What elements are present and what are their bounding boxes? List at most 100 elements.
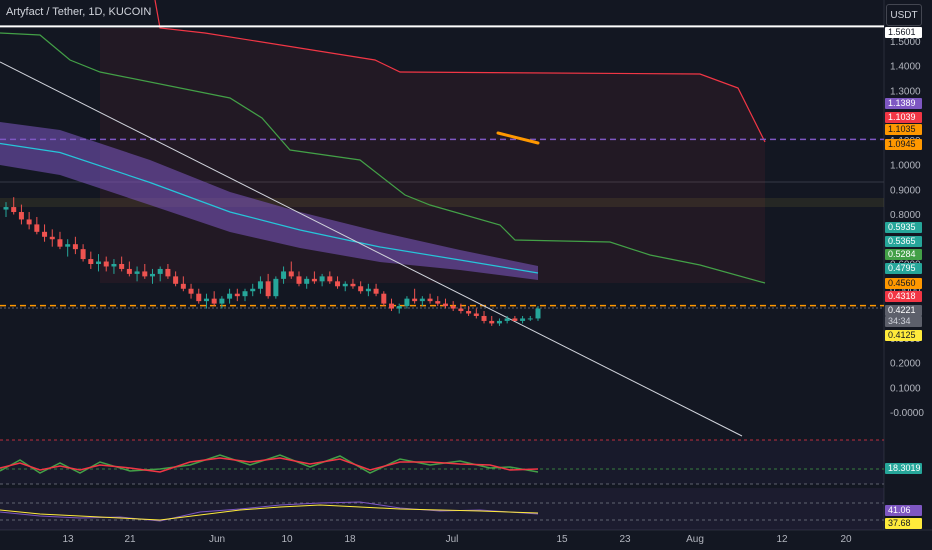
candle-body bbox=[404, 298, 410, 307]
candle-body bbox=[257, 281, 263, 289]
y-tick-label: 1.4000 bbox=[890, 62, 921, 73]
x-tick-label: 23 bbox=[619, 534, 631, 545]
candle-body bbox=[227, 293, 233, 299]
candle-body bbox=[273, 278, 279, 297]
candle-body bbox=[319, 276, 325, 282]
candle-body bbox=[512, 318, 518, 321]
x-tick-label: 12 bbox=[776, 534, 788, 545]
x-tick-label: Jun bbox=[209, 534, 225, 545]
candle-body bbox=[211, 298, 217, 304]
price-tag: 1.1035 bbox=[885, 124, 922, 135]
candle-body bbox=[288, 271, 294, 277]
ma-ribbon bbox=[0, 122, 538, 280]
price-tag: 0.4795 bbox=[885, 263, 922, 274]
candle-body bbox=[466, 311, 472, 314]
candle-body bbox=[34, 224, 40, 232]
oscillator-value-tag: 37.68 bbox=[885, 518, 922, 529]
candle-body bbox=[350, 283, 356, 287]
candle-body bbox=[11, 207, 17, 213]
upper-band-line bbox=[154, 0, 766, 143]
candle-body bbox=[412, 298, 418, 302]
candle-body bbox=[265, 281, 271, 297]
candle-body bbox=[180, 283, 186, 289]
candle-body bbox=[250, 288, 256, 292]
x-tick-label: 15 bbox=[556, 534, 568, 545]
x-tick-label: 20 bbox=[840, 534, 852, 545]
trendline bbox=[0, 61, 743, 437]
candle-body bbox=[65, 244, 71, 247]
oscillator-value-tag: 18.3019 bbox=[885, 463, 922, 474]
candle-body bbox=[88, 259, 94, 264]
candle-body bbox=[373, 288, 379, 294]
oscillator-layer bbox=[0, 439, 884, 530]
lower-band-line bbox=[0, 32, 766, 284]
candle-body bbox=[419, 298, 425, 302]
candle-body bbox=[42, 231, 48, 237]
y-tick-label: 0.9000 bbox=[890, 185, 921, 196]
x-tick-label: 21 bbox=[124, 534, 136, 545]
x-tick-label: Jul bbox=[446, 534, 459, 545]
candle-body bbox=[26, 219, 32, 225]
candle-body bbox=[142, 271, 148, 277]
candle-body bbox=[296, 276, 302, 284]
y-tick-label: 0.5000 bbox=[890, 284, 921, 295]
candle-body bbox=[489, 320, 495, 324]
candle-body bbox=[196, 293, 202, 302]
x-tick-label: 13 bbox=[62, 534, 74, 545]
candle-body bbox=[427, 298, 433, 302]
currency-button[interactable]: USDT bbox=[886, 4, 922, 26]
x-tick-label: 18 bbox=[344, 534, 356, 545]
price-tag: 1.1389 bbox=[885, 98, 922, 109]
candles-layer bbox=[3, 197, 541, 326]
stoch-k-line bbox=[0, 454, 539, 474]
candle-body bbox=[535, 308, 541, 319]
stoch-d-line bbox=[0, 457, 539, 473]
price-tag: 0.4560 bbox=[885, 278, 922, 289]
candle-body bbox=[134, 271, 140, 274]
candle-body bbox=[96, 261, 102, 264]
x-axis[interactable]: 13 21 Jun 10 18 Jul 15 23 Aug 12 20 bbox=[62, 534, 852, 545]
candle-body bbox=[188, 288, 194, 294]
candle-body bbox=[165, 268, 171, 277]
candle-body bbox=[111, 264, 117, 267]
oscillator-value-tag: 41.06 bbox=[885, 505, 922, 516]
candle-body bbox=[149, 273, 155, 277]
candle-body bbox=[103, 261, 109, 267]
candle-body bbox=[281, 271, 287, 279]
candle-body bbox=[496, 320, 502, 324]
candle-body bbox=[365, 288, 371, 292]
price-tag: 0.5935 bbox=[885, 222, 922, 233]
rsi-signal-line bbox=[0, 504, 539, 521]
candle-body bbox=[203, 298, 209, 302]
candle-body bbox=[450, 306, 456, 309]
y-tick-label: 0.2000 bbox=[890, 359, 921, 370]
candle-body bbox=[80, 249, 86, 260]
candle-body bbox=[219, 298, 225, 304]
candle-body bbox=[504, 318, 510, 321]
level-lines-layer bbox=[0, 25, 884, 309]
candle-body bbox=[435, 301, 441, 304]
candle-body bbox=[3, 207, 9, 210]
candle-body bbox=[327, 276, 333, 282]
y-tick-label: 0.8000 bbox=[890, 210, 921, 221]
candle-body bbox=[242, 291, 248, 297]
price-tag: 0.5365 bbox=[885, 236, 922, 247]
price-tag: 1.0945 bbox=[885, 139, 922, 150]
candle-body bbox=[381, 293, 387, 304]
candle-body bbox=[234, 293, 240, 297]
candle-body bbox=[481, 315, 487, 321]
y-tick-label: 1.3000 bbox=[890, 86, 921, 97]
atr-band-layer bbox=[0, 0, 884, 284]
rsi-line bbox=[0, 501, 539, 522]
candle-body bbox=[72, 244, 78, 250]
price-tag: 1.1039 bbox=[885, 112, 922, 123]
candle-body bbox=[458, 308, 464, 312]
zone-highlight bbox=[0, 198, 884, 207]
candle-body bbox=[173, 276, 179, 284]
rsi-panel-bg bbox=[0, 440, 884, 484]
candle-body bbox=[396, 306, 402, 309]
candle-body bbox=[342, 283, 348, 287]
trendline-layer[interactable] bbox=[0, 61, 743, 437]
price-tag: 0.5284 bbox=[885, 249, 922, 260]
